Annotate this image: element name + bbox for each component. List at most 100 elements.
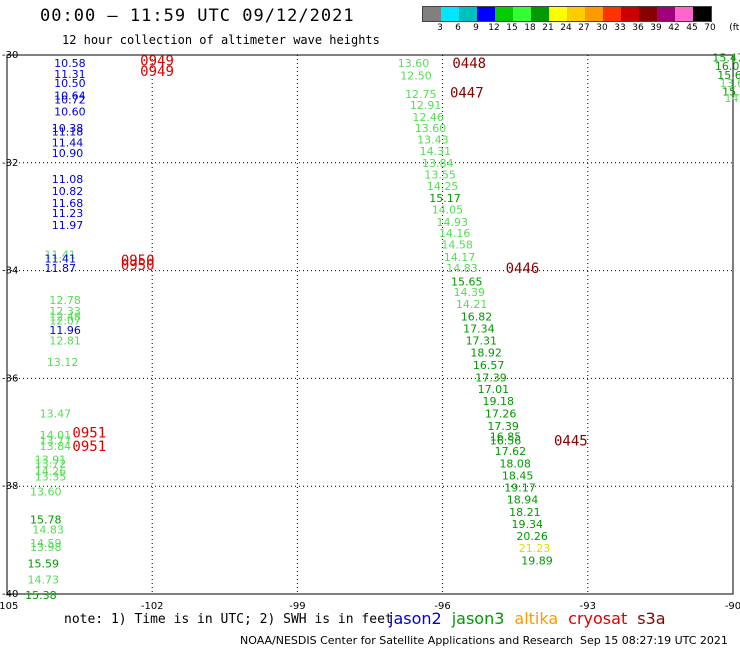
wave-height-point: 12.75 xyxy=(405,88,437,101)
credit-line: NOAA/NESDIS Center for Satellite Applica… xyxy=(240,634,574,647)
wave-height-point: 15.65 xyxy=(451,275,483,288)
wave-height-point: 14.73 xyxy=(28,573,60,586)
y-tick-label: -32 xyxy=(2,158,18,169)
wave-height-point: 17.62 xyxy=(495,445,527,458)
color-scale-swatch xyxy=(693,7,711,21)
wave-height-point: 10.60 xyxy=(54,106,86,119)
color-scale-swatch xyxy=(585,7,603,21)
wave-height-point: 13.84 xyxy=(40,440,72,453)
wave-height-point: 17.39 xyxy=(475,371,507,384)
wave-height-point: 14.59 xyxy=(30,537,62,550)
pass-time-label: 0446 xyxy=(506,261,540,277)
color-scale-label: 42 xyxy=(668,23,680,33)
color-scale-swatch xyxy=(477,7,495,21)
pass-time-label: 0448 xyxy=(452,56,486,72)
wave-height-point: 11.68 xyxy=(52,197,84,210)
color-scale-swatch xyxy=(531,7,549,21)
pass-time-label: 0949 xyxy=(140,53,174,69)
wave-height-point: 12.81 xyxy=(49,335,81,348)
wave-height-point: 18.08 xyxy=(499,458,531,471)
color-scale-swatch xyxy=(567,7,585,21)
wave-height-point: 20.26 xyxy=(516,530,548,543)
color-scale-swatch xyxy=(459,7,477,21)
wave-height-point: 14.83 xyxy=(32,523,64,536)
wave-height-point: 15.38 xyxy=(25,589,57,602)
wave-height-point: 17.26 xyxy=(485,407,517,420)
pass-time-label: 0445 xyxy=(554,433,588,449)
color-scale-label: 27 xyxy=(578,23,590,33)
wave-height-point: 17.31 xyxy=(466,335,498,348)
color-scale-swatch xyxy=(549,7,567,21)
y-tick-label: -36 xyxy=(2,373,18,384)
wave-height-point: 10.50 xyxy=(54,77,86,90)
wave-height-point: 16.82 xyxy=(461,310,493,323)
wave-height-point: 15.78 xyxy=(30,514,62,527)
color-scale-swatch xyxy=(639,7,657,21)
color-scale-swatch xyxy=(621,7,639,21)
wave-height-point: 18.45 xyxy=(502,469,534,482)
chart-subtitle: 12 hour collection of altimeter wave hei… xyxy=(62,33,380,47)
y-tick-label: -38 xyxy=(2,481,18,492)
legend-item-altika: altika xyxy=(514,609,559,628)
wave-height-point: 10.38 xyxy=(52,122,84,135)
wave-height-point: 15.17 xyxy=(429,192,461,205)
wave-height-point: 19.17 xyxy=(504,481,536,494)
wave-height-point: 18.92 xyxy=(470,347,502,360)
pass-time-label: 0951 xyxy=(72,439,106,455)
legend-item-jason3: jason3 xyxy=(451,609,505,628)
wave-height-point: 11.44 xyxy=(52,136,84,149)
wave-height-point: 11.87 xyxy=(44,262,76,275)
wave-height-point: 11.41 xyxy=(44,253,76,266)
color-scale-label: (ft) xyxy=(729,23,740,33)
wave-height-point: 13.60 xyxy=(415,122,447,135)
color-scale-label: 70 xyxy=(704,23,716,33)
wave-height-point: 11.08 xyxy=(52,173,84,186)
color-scale-label: 30 xyxy=(596,23,608,33)
wave-height-point: 11.96 xyxy=(49,324,81,337)
pass-time-label: 0951 xyxy=(72,425,106,441)
wave-height-point: 12.50 xyxy=(400,69,432,82)
wave-height-point: 17.01 xyxy=(478,383,510,396)
wave-height-point: 13.84 xyxy=(422,157,454,170)
wave-height-point: 13.67 xyxy=(720,77,740,90)
pass-time-label: 0949 xyxy=(140,64,174,80)
color-scale-label: 9 xyxy=(473,23,479,33)
color-scale-label: 36 xyxy=(632,23,644,33)
color-scale-bar xyxy=(422,6,712,22)
wave-height-point: 19.89 xyxy=(521,555,553,568)
wave-height-point: 19.18 xyxy=(483,395,515,408)
generated-timestamp: Sep 15 08:27:19 UTC 2021 xyxy=(580,634,728,647)
x-tick-label: -102 xyxy=(141,601,164,612)
plot-frame xyxy=(6,54,734,595)
x-tick-label: -99 xyxy=(289,601,305,612)
wave-height-point: 21.23 xyxy=(519,542,551,555)
wave-height-point: 17.39 xyxy=(487,420,519,433)
wave-height-point: 13.98 xyxy=(30,541,62,554)
wave-height-point: 12.91 xyxy=(410,99,442,112)
wave-height-point: 13.60 xyxy=(30,486,62,499)
color-scale-swatch xyxy=(603,7,621,21)
color-scale-label: 15 xyxy=(506,23,518,33)
wave-height-point: 13.77 xyxy=(40,434,72,447)
pass-time-label: 0447 xyxy=(450,86,484,102)
color-scale-label: 21 xyxy=(542,23,554,33)
wave-height-point: 16.03 xyxy=(715,60,740,73)
pass-time-label: 0950 xyxy=(121,258,155,274)
wave-height-point: 11.41 xyxy=(44,248,76,261)
wave-height-point: 12.78 xyxy=(49,294,81,307)
y-tick-label: -40 xyxy=(2,589,18,600)
legend-item-cryosat: cryosat xyxy=(568,609,628,628)
color-scale-label: 33 xyxy=(614,23,626,33)
y-tick-label: -34 xyxy=(2,266,18,277)
color-scale-swatch xyxy=(513,7,531,21)
wave-height-point: 15.59 xyxy=(28,557,60,570)
pass-time-label: 0950 xyxy=(121,253,155,269)
wave-height-point: 14.31 xyxy=(420,145,452,158)
wave-height-point: 14.16 xyxy=(439,227,471,240)
wave-height-point: 16.56 xyxy=(490,434,522,447)
wave-height-point: 14.25 xyxy=(427,180,459,193)
color-scale-swatch xyxy=(495,7,513,21)
footnote: note: 1) Time is in UTC; 2) SWH is in fe… xyxy=(64,612,393,627)
wave-height-point: 13.12 xyxy=(47,356,79,369)
